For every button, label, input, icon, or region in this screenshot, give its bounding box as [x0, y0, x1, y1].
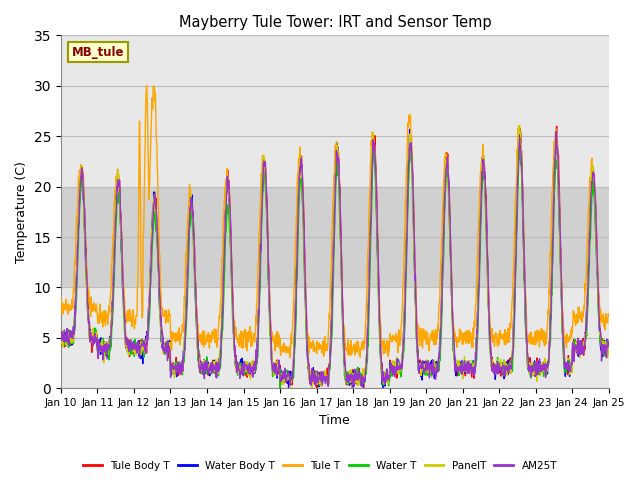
Y-axis label: Temperature (C): Temperature (C): [15, 161, 28, 263]
Legend: Tule Body T, Water Body T, Tule T, Water T, PanelT, AM25T: Tule Body T, Water Body T, Tule T, Water…: [79, 456, 561, 475]
Bar: [61, 187, 609, 288]
Text: MB_tule: MB_tule: [72, 46, 124, 59]
X-axis label: Time: Time: [319, 414, 350, 427]
Title: Mayberry Tule Tower: IRT and Sensor Temp: Mayberry Tule Tower: IRT and Sensor Temp: [179, 15, 491, 30]
